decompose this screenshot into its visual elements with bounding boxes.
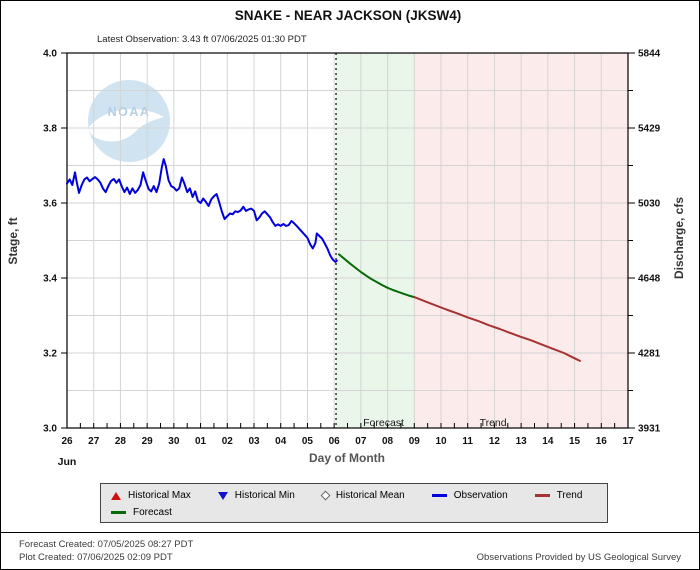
x-axis-month-label: Jun [58, 456, 77, 468]
legend-item-observation: Observation [431, 490, 508, 501]
x-tick-label: 10 [435, 436, 447, 447]
legend-item-forecast: Forecast [111, 507, 172, 518]
x-tick-label: 17 [622, 436, 634, 447]
x-tick-label: 01 [195, 436, 207, 447]
y-left-tick-label: 3.2 [43, 349, 57, 360]
y-right-tick-label: 4281 [638, 349, 661, 360]
triangle-up-marker-icon [111, 491, 121, 500]
plot-layers: Forecast Trend 26 27 28 29 30 01 02 03 04 05 06 07 08 0… [43, 49, 661, 448]
legend-item-historical-max: Historical Max [111, 490, 191, 501]
x-tick-label: 13 [516, 436, 528, 447]
legend-item-historical-min: Historical Min [217, 490, 295, 501]
hydrograph-chart: NOAA Forecast Trend 26 27 28 29 30 01 02 03 04 05 06… [6, 8, 686, 468]
chart-title: SNAKE - NEAR JACKSON (JKSW4) [235, 8, 462, 23]
x-tick-label: 12 [489, 436, 501, 447]
legend-item-label: Historical Max [128, 490, 191, 501]
y-left-tick-label: 3.0 [43, 424, 57, 435]
footer-bar: Forecast Created: 07/05/2025 08:27 PDT P… [1, 532, 699, 569]
x-tick-label: 02 [222, 436, 234, 447]
x-tick-label: 16 [596, 436, 608, 447]
forecast-created-label: Forecast Created: 07/05/2025 08:27 PDT [19, 539, 194, 550]
y-axis-right-title: Discharge, cfs [672, 197, 686, 279]
x-tick-label: 09 [409, 436, 421, 447]
y-left-tick-label: 3.8 [43, 124, 57, 135]
x-tick-label: 26 [61, 436, 73, 447]
x-tick-label: 11 [462, 436, 473, 447]
noaa-logo-text: NOAA [108, 105, 151, 119]
y-left-tick-label: 3.6 [43, 199, 57, 210]
x-tick-label: 14 [542, 436, 554, 447]
x-tick-label: 08 [382, 436, 394, 447]
legend-item-label: Observation [453, 490, 508, 501]
x-axis-title: Day of Month [309, 451, 385, 465]
x-tick-label: 04 [275, 436, 287, 447]
latest-observation-label: Latest Observation: 3.43 ft 07/06/2025 0… [97, 34, 307, 45]
y-right-tick-label: 4648 [638, 274, 661, 285]
legend-item-label: Forecast [133, 507, 172, 518]
forecast-line [338, 253, 416, 299]
line-marker-icon [111, 511, 126, 514]
noaa-logo-watermark: NOAA [88, 80, 170, 162]
footer-credit-label: Observations Provided by US Geological S… [476, 552, 681, 563]
diamond-marker-icon [320, 490, 331, 501]
x-tick-label: 05 [302, 436, 314, 447]
y-left-tick-label: 3.4 [43, 274, 57, 285]
line-marker-icon [431, 494, 447, 497]
legend-item-trend: Trend [534, 490, 583, 501]
y-left-tick-label: 4.0 [43, 49, 57, 60]
legend-row-1: Historical Max Historical Min Historical M… [111, 488, 597, 503]
x-tick-label: 07 [355, 436, 367, 447]
legend-item-label: Historical Mean [335, 490, 405, 501]
triangle-down-marker-icon [217, 491, 228, 500]
x-tick-label: 28 [115, 436, 127, 447]
forecast-region-label: Forecast [363, 417, 404, 429]
x-tick-label: 06 [329, 436, 341, 447]
y-axis-left-title: Stage, ft [6, 217, 20, 264]
line-marker-icon [534, 494, 550, 497]
x-tick-label: 15 [569, 436, 581, 447]
observation-line [66, 158, 338, 263]
x-tick-label: 27 [88, 436, 100, 447]
y-right-tick-label: 5429 [638, 124, 661, 135]
legend-row-2: Forecast [111, 505, 597, 520]
legend-item-historical-mean: Historical Mean [320, 490, 405, 501]
y-right-tick-label: 3931 [638, 424, 661, 435]
trend-region-label: Trend [480, 417, 507, 429]
footer-created-info: Forecast Created: 07/05/2025 08:27 PDT P… [19, 538, 193, 564]
x-tick-label: 03 [248, 436, 260, 447]
x-tick-label: 29 [142, 436, 154, 447]
y-right-tick-label: 5844 [638, 49, 661, 60]
legend-item-label: Historical Min [234, 490, 295, 501]
legend-box: Historical Max Historical Min Historical M… [100, 483, 608, 523]
y-right-tick-label: 5030 [638, 199, 661, 210]
plot-created-label: Plot Created: 07/06/2025 02:09 PDT [19, 552, 173, 563]
trend-line [413, 296, 581, 362]
legend-item-label: Trend [556, 490, 583, 501]
x-tick-label: 30 [168, 436, 180, 447]
